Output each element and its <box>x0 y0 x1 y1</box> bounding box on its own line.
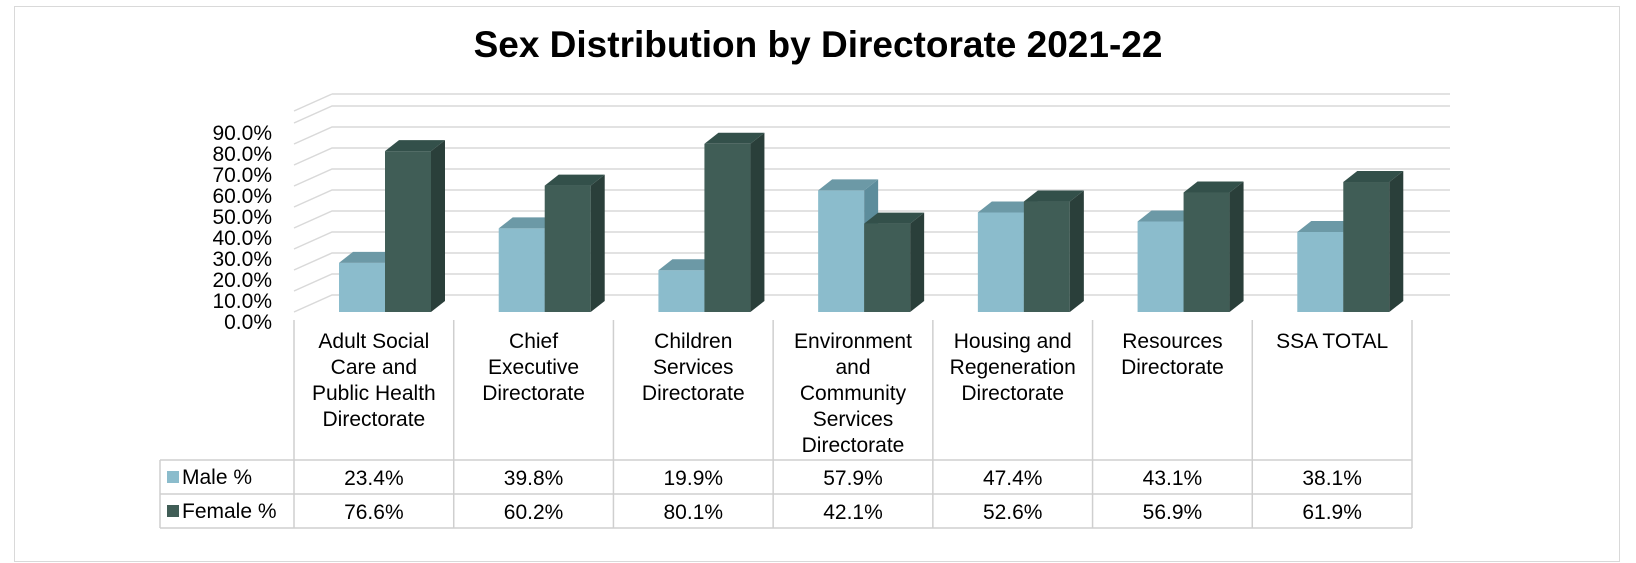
bar-male-front <box>339 262 385 312</box>
gridline <box>293 126 1450 145</box>
bar-male-top <box>818 179 879 191</box>
bar-male-top <box>977 201 1038 213</box>
category-label: and <box>835 356 870 379</box>
data-table-value: 43.1% <box>1143 467 1203 490</box>
gridline <box>293 168 1450 187</box>
bar-female-front <box>1343 182 1390 312</box>
data-table-value: 38.1% <box>1302 467 1362 490</box>
y-tick-label: 0.0% <box>224 311 272 334</box>
category-label: Care and <box>331 356 417 379</box>
category-label: Housing and <box>954 330 1072 353</box>
bar-male-front <box>818 190 865 312</box>
legend-label-male: Male % <box>182 466 252 489</box>
data-table-value: 60.2% <box>504 501 564 524</box>
category-label: Children <box>654 330 732 353</box>
category-label: Services <box>813 408 894 431</box>
gridline <box>293 147 1450 166</box>
bar-female <box>1023 190 1084 312</box>
bar-female-top <box>704 132 765 144</box>
y-tick-label: 50.0% <box>212 206 272 229</box>
y-tick-label: 90.0% <box>212 122 272 145</box>
bar-female-side <box>431 140 445 312</box>
bar-female <box>1343 171 1404 312</box>
bar-female-top <box>544 174 605 186</box>
bar-female <box>704 132 765 312</box>
category-label: Directorate <box>323 408 426 431</box>
category-label: Regeneration <box>950 356 1076 379</box>
bar-female-front <box>704 143 751 312</box>
legend-key-male <box>167 471 179 483</box>
y-tick-label: 70.0% <box>212 164 272 187</box>
bar-male-top <box>339 251 399 263</box>
bar-male-front <box>977 212 1024 312</box>
legend-label-female: Female % <box>182 500 277 523</box>
bar-female-side <box>1389 171 1404 312</box>
bar-female-front <box>385 151 431 312</box>
data-table-value: 23.4% <box>344 467 404 490</box>
bar-female <box>544 174 605 312</box>
category-label: SSA TOTAL <box>1276 330 1388 353</box>
y-tick-label: 30.0% <box>212 248 272 271</box>
data-table-value: 61.9% <box>1302 501 1362 524</box>
category-label: Directorate <box>482 382 585 405</box>
data-table-value: 57.9% <box>823 467 883 490</box>
y-tick-label: 40.0% <box>212 227 272 250</box>
y-tick-label: 80.0% <box>212 143 272 166</box>
y-tick-label: 60.0% <box>212 185 272 208</box>
y-tick-label: 10.0% <box>212 290 272 313</box>
category-label: Directorate <box>802 434 905 457</box>
bar-female-top <box>385 140 445 152</box>
bar-female <box>385 140 445 312</box>
bar-male-top <box>1137 210 1198 222</box>
data-table-value: 39.8% <box>504 467 564 490</box>
bar-female-front <box>1183 192 1230 312</box>
bar-male-front <box>1297 231 1344 312</box>
category-label: Directorate <box>961 382 1064 405</box>
category-label: Chief <box>509 330 558 353</box>
category-label: Community <box>800 382 907 405</box>
bar-female-top <box>1023 190 1084 202</box>
bar-female-side <box>910 212 925 312</box>
data-table-value: 56.9% <box>1143 501 1203 524</box>
y-tick-label: 20.0% <box>212 269 272 292</box>
bar-male-top <box>1297 220 1358 232</box>
data-table-value: 19.9% <box>664 467 724 490</box>
chart-title: Sex Distribution by Directorate 2021-22 <box>473 24 1163 65</box>
bar-female-side <box>590 174 605 312</box>
bar-male-front <box>1137 221 1184 312</box>
bar-female-front <box>1023 201 1070 312</box>
bar-female-side <box>1229 181 1244 312</box>
category-label: Environment <box>794 330 912 353</box>
gridline <box>293 93 333 112</box>
bar-male-top <box>658 259 719 271</box>
legend-key-female <box>167 505 179 517</box>
category-label: Services <box>653 356 734 379</box>
bar-female <box>1183 181 1244 312</box>
bar-male-front <box>658 270 705 312</box>
category-label: Directorate <box>642 382 745 405</box>
bar-female <box>864 212 925 312</box>
data-table-value: 47.4% <box>983 467 1043 490</box>
bar-female-side <box>1069 190 1084 312</box>
gridline <box>293 105 1450 124</box>
bar-female-top <box>864 212 925 224</box>
bar-female-front <box>864 223 911 312</box>
data-table-value: 80.1% <box>664 501 724 524</box>
data-table-value: 76.6% <box>344 501 404 524</box>
bar-male-top <box>498 217 559 229</box>
bar-female-top <box>1183 181 1244 193</box>
category-label: Executive <box>488 356 579 379</box>
category-label: Directorate <box>1121 356 1224 379</box>
gridline <box>293 189 1450 208</box>
bar-female-side <box>750 132 765 312</box>
category-label: Public Health <box>312 382 436 405</box>
bar-female-front <box>544 185 591 312</box>
category-label: Resources <box>1122 330 1222 353</box>
category-label: Adult Social <box>318 330 429 353</box>
bar-male-front <box>498 228 545 312</box>
data-table-value: 52.6% <box>983 501 1043 524</box>
bar-female-top <box>1343 171 1404 183</box>
data-table-value: 42.1% <box>823 501 883 524</box>
